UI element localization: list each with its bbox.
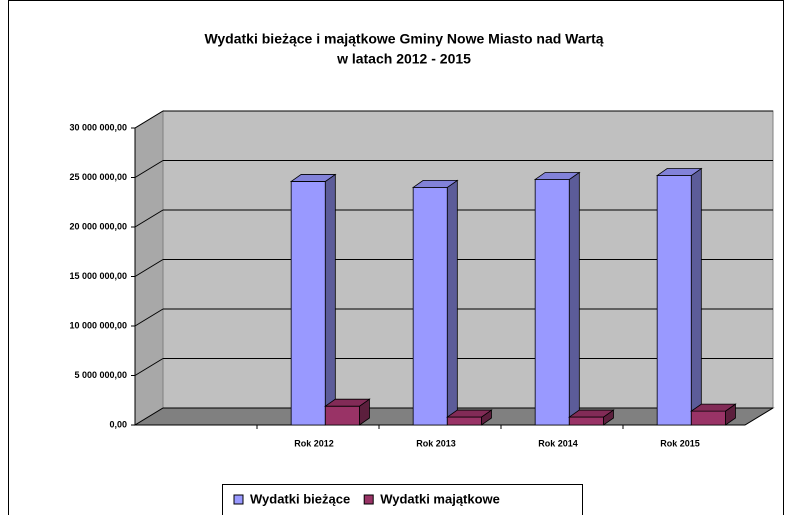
bar-front xyxy=(446,416,482,426)
bar xyxy=(324,398,371,426)
bar xyxy=(289,173,337,426)
bar xyxy=(411,179,459,426)
legend-label: Wydatki bieżące xyxy=(250,491,350,506)
bar xyxy=(568,409,615,426)
bar-top xyxy=(690,403,737,412)
chart-title: w latach 2012 - 2015 xyxy=(336,51,471,67)
grid-line xyxy=(134,407,164,426)
bar-top xyxy=(289,174,337,182)
bar-front xyxy=(690,410,726,426)
x-tick-label: Rok 2012 xyxy=(294,438,334,448)
chart-title: Wydatki bieżące i majątkowe Gminy Nowe M… xyxy=(204,31,603,47)
bar-side xyxy=(324,173,336,426)
grid-line xyxy=(134,209,164,228)
bar xyxy=(533,171,581,426)
y-tick-label: 0,00 xyxy=(109,419,127,429)
x-tick-label: Rok 2015 xyxy=(660,438,700,448)
bar-front xyxy=(290,181,326,426)
x-tick-label: Rok 2013 xyxy=(416,438,456,448)
bar xyxy=(446,409,493,426)
bar-top xyxy=(446,409,493,418)
bar-top xyxy=(411,179,459,188)
bar-top xyxy=(568,409,615,418)
bar-front xyxy=(324,405,360,426)
grid-line xyxy=(134,358,164,376)
bar-front xyxy=(412,186,448,426)
bar-front xyxy=(534,179,570,426)
legend-swatch xyxy=(233,494,244,505)
bar-side xyxy=(446,179,458,426)
bar-side xyxy=(690,167,702,426)
y-tick-label: 30 000 000,00 xyxy=(69,122,127,132)
legend xyxy=(222,484,583,515)
x-tick-label: Rok 2014 xyxy=(538,438,578,448)
y-tick-label: 20 000 000,00 xyxy=(69,221,127,231)
y-tick-label: 25 000 000,00 xyxy=(69,172,127,182)
bar-front xyxy=(568,416,604,426)
y-tick-label: 10 000 000,00 xyxy=(69,320,127,330)
bar-top xyxy=(324,398,371,407)
bar-top xyxy=(655,168,703,176)
grid-line xyxy=(134,110,164,129)
grid-line xyxy=(134,308,164,327)
y-tick-label: 5 000 000,00 xyxy=(74,370,127,380)
bar xyxy=(655,167,703,426)
bar-front xyxy=(656,175,692,426)
bar-top xyxy=(533,172,581,180)
legend-label: Wydatki majątkowe xyxy=(380,491,500,506)
y-tick-label: 15 000 000,00 xyxy=(69,271,127,281)
grid-line xyxy=(134,160,164,178)
bar-side xyxy=(568,171,580,426)
x-axis xyxy=(744,407,774,426)
grid-line xyxy=(134,259,164,277)
bar xyxy=(690,403,737,426)
legend-swatch xyxy=(363,494,374,505)
